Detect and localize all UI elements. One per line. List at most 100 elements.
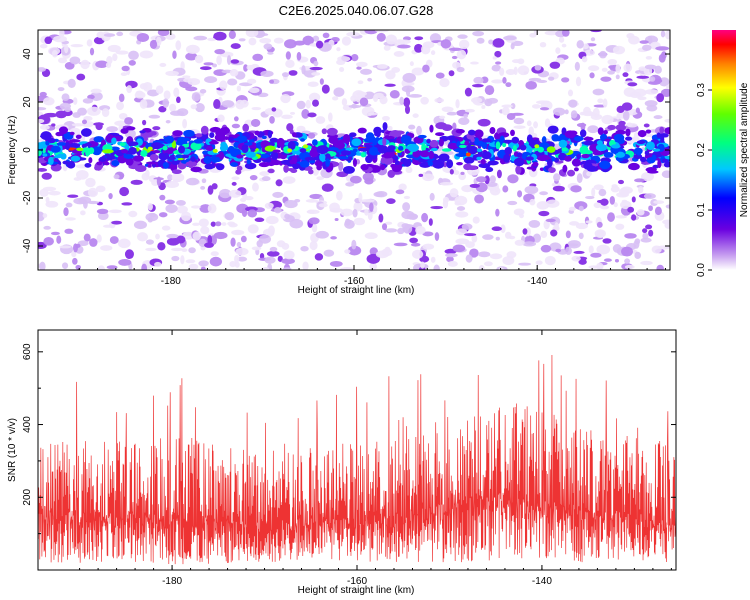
spectrogram-cell xyxy=(547,125,559,134)
spectrogram-cell xyxy=(578,232,584,240)
spectrogram-cell xyxy=(420,44,431,55)
spectrogram-cell xyxy=(235,247,249,256)
spectrogram-cell xyxy=(456,206,466,211)
spectrogram-cell xyxy=(347,245,362,256)
spectrogram-cell xyxy=(391,164,402,173)
spectrogram-cell xyxy=(182,118,188,129)
spectrogram-cell xyxy=(457,34,468,39)
spectrogram-cell xyxy=(644,100,658,107)
spectrogram-cell xyxy=(218,151,225,160)
spectrogram-cell xyxy=(85,148,90,157)
spectrogram-cell xyxy=(282,267,292,270)
spectrogram-cell xyxy=(203,156,212,164)
spectrogram-cell xyxy=(105,62,112,69)
spectrogram-cell xyxy=(200,185,206,190)
spectrogram-cell xyxy=(58,126,69,135)
spectrogram-cell xyxy=(215,163,225,171)
spectrogram-cell xyxy=(420,261,425,269)
spectrogram-cell xyxy=(163,152,170,160)
spectrogram-cell xyxy=(147,146,153,151)
spectrogram-cell xyxy=(603,129,608,135)
spectrogram-cell xyxy=(133,220,148,230)
spectrogram-cell xyxy=(185,177,200,186)
spectrogram-cell xyxy=(526,120,532,127)
spectrogram-cell xyxy=(209,132,215,139)
spectrogram-cell xyxy=(116,101,125,111)
spectrogram-cell xyxy=(484,85,495,96)
spectrogram-cell xyxy=(59,245,72,249)
spectrogram-cell xyxy=(414,36,424,41)
spectrogram-cell xyxy=(655,46,670,51)
spectrogram-cell xyxy=(340,208,354,217)
spectrogram-cell xyxy=(603,258,612,262)
spectrogram-cell xyxy=(589,112,596,117)
snr-y-ticks: 200 400 600 xyxy=(22,343,676,535)
spectrogram-cell xyxy=(433,264,440,270)
spectrogram-cell xyxy=(72,97,78,105)
spectrogram-cell xyxy=(268,225,275,236)
spectrogram-cell xyxy=(261,176,271,182)
spectrogram-cell xyxy=(435,72,445,79)
spectrogram-cell xyxy=(163,136,170,143)
spectrogram-cell xyxy=(282,176,296,184)
spectrogram-cell xyxy=(152,126,161,131)
spectrogram-cell xyxy=(360,164,369,171)
spectrogram-cell xyxy=(601,67,608,72)
spectrogram-cell xyxy=(510,102,516,110)
spectrogram-cell xyxy=(448,70,455,77)
spectrogram-cell xyxy=(236,241,242,248)
spectrogram-cell xyxy=(516,152,523,158)
spectrogram-cell xyxy=(125,156,134,166)
spectrogram-cell xyxy=(458,117,470,126)
spectrogram-cell xyxy=(43,237,54,246)
spectrogram-cell xyxy=(405,166,413,174)
spectrogram-cell xyxy=(96,234,102,243)
spectrogram-cell xyxy=(172,50,177,60)
spectrogram-cell xyxy=(495,236,500,241)
spectrogram-cell xyxy=(404,105,411,114)
spectrogram-cell xyxy=(288,70,298,76)
spectrogram-cell xyxy=(561,77,570,83)
spectrogram-cell xyxy=(455,129,465,134)
spectrogram-cell xyxy=(65,217,76,221)
spectrogram-cell xyxy=(568,206,576,211)
spectrogram-cell xyxy=(173,87,180,98)
spectrogram-cell xyxy=(387,125,393,131)
spectrogram-cell xyxy=(342,133,351,143)
spectrogram-cell xyxy=(149,39,158,49)
spectrogram-cell xyxy=(440,39,452,49)
spectrogram-cell xyxy=(188,263,199,270)
spectrogram-cell xyxy=(209,140,219,145)
spectrogram-cell xyxy=(597,98,604,104)
spectrogram-cell xyxy=(130,179,143,185)
spectrogram-cell xyxy=(405,87,411,97)
spectrogram-cell xyxy=(578,205,584,212)
spectrogram-cell xyxy=(474,137,480,146)
spectrogram-cell xyxy=(607,124,617,131)
spectrogram-cell xyxy=(576,40,584,49)
spectrogram-cell xyxy=(102,224,114,228)
spectrogram-cell xyxy=(359,97,369,107)
spectrogram-cell xyxy=(503,35,517,41)
spectrogram-cell xyxy=(269,137,279,143)
spectrogram-cell xyxy=(231,181,237,186)
spectrogram-cell xyxy=(314,159,324,167)
spectrogram-cell xyxy=(449,188,459,198)
spectrogram-cell xyxy=(658,53,666,63)
spectrogram-cell xyxy=(647,35,653,45)
spectrogram-cell xyxy=(48,47,61,56)
spectrogram-cell xyxy=(326,147,339,151)
spectrogram-cell xyxy=(162,145,168,151)
spectrogram-cell xyxy=(356,66,362,70)
spectrogram-cell xyxy=(159,194,166,201)
spectrogram-cell xyxy=(78,196,92,204)
spectrogram-cell xyxy=(525,156,534,161)
spectrogram-cell xyxy=(381,223,388,231)
spectrogram-cell xyxy=(414,43,423,53)
spectrogram-cell xyxy=(534,64,542,71)
spectrogram-cell xyxy=(246,64,255,71)
spectrogram-cell xyxy=(665,204,670,209)
spectrogram-cell xyxy=(156,176,162,187)
spectrogram-cell xyxy=(40,131,52,141)
spectrogram-cell xyxy=(369,263,377,270)
